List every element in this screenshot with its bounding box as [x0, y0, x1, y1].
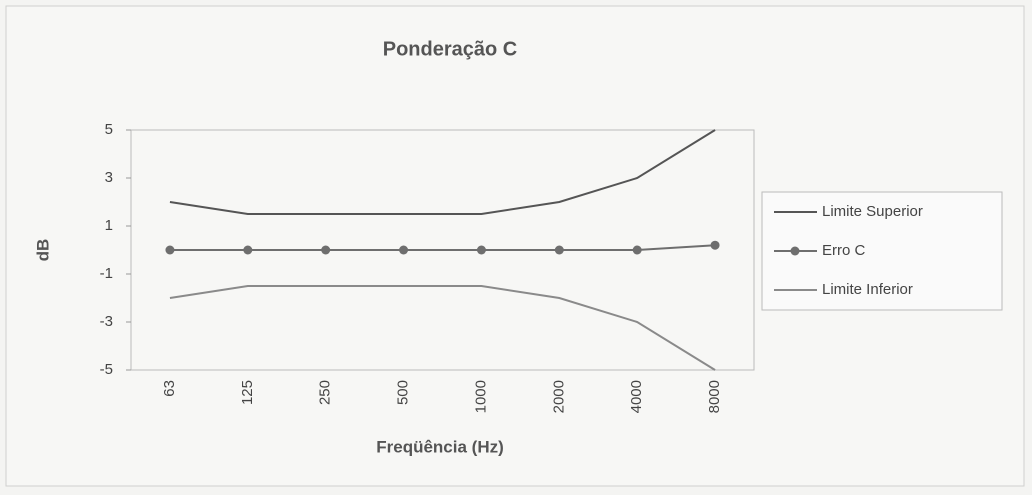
y-tick-label: -5	[100, 361, 113, 378]
data-point	[632, 245, 642, 255]
x-axis-title: Freqüência (Hz)	[376, 437, 504, 456]
x-tick-label: 2000	[550, 380, 567, 413]
data-point	[399, 245, 409, 255]
data-point	[321, 245, 331, 255]
x-tick-label: 63	[161, 380, 178, 397]
legend-label: Limite Inferior	[822, 281, 913, 298]
data-point	[710, 240, 720, 250]
y-axis-title: dB	[33, 239, 52, 262]
y-tick-label: -3	[100, 313, 113, 330]
x-tick-label: 500	[395, 380, 412, 405]
x-tick-label: 125	[239, 380, 256, 405]
data-point	[243, 245, 253, 255]
x-tick-label: 250	[317, 380, 334, 405]
data-point	[554, 245, 564, 255]
chart-title: Ponderação C	[383, 38, 517, 60]
legend-label: Limite Superior	[822, 203, 923, 220]
y-tick-label: 5	[105, 121, 113, 138]
series-line	[169, 244, 716, 251]
y-tick-label: -1	[100, 265, 113, 282]
data-point	[476, 245, 486, 255]
y-tick-label: 1	[105, 217, 113, 234]
plot-area	[130, 129, 755, 371]
series-line	[169, 285, 716, 371]
x-tick-label: 8000	[706, 380, 723, 413]
x-tick-label: 4000	[628, 380, 645, 413]
legend-marker	[790, 246, 800, 256]
y-tick-label: 3	[105, 169, 113, 186]
legend-label: Erro C	[822, 242, 866, 259]
series-line	[169, 129, 716, 215]
x-tick-label: 1000	[472, 380, 489, 413]
data-point	[165, 245, 175, 255]
